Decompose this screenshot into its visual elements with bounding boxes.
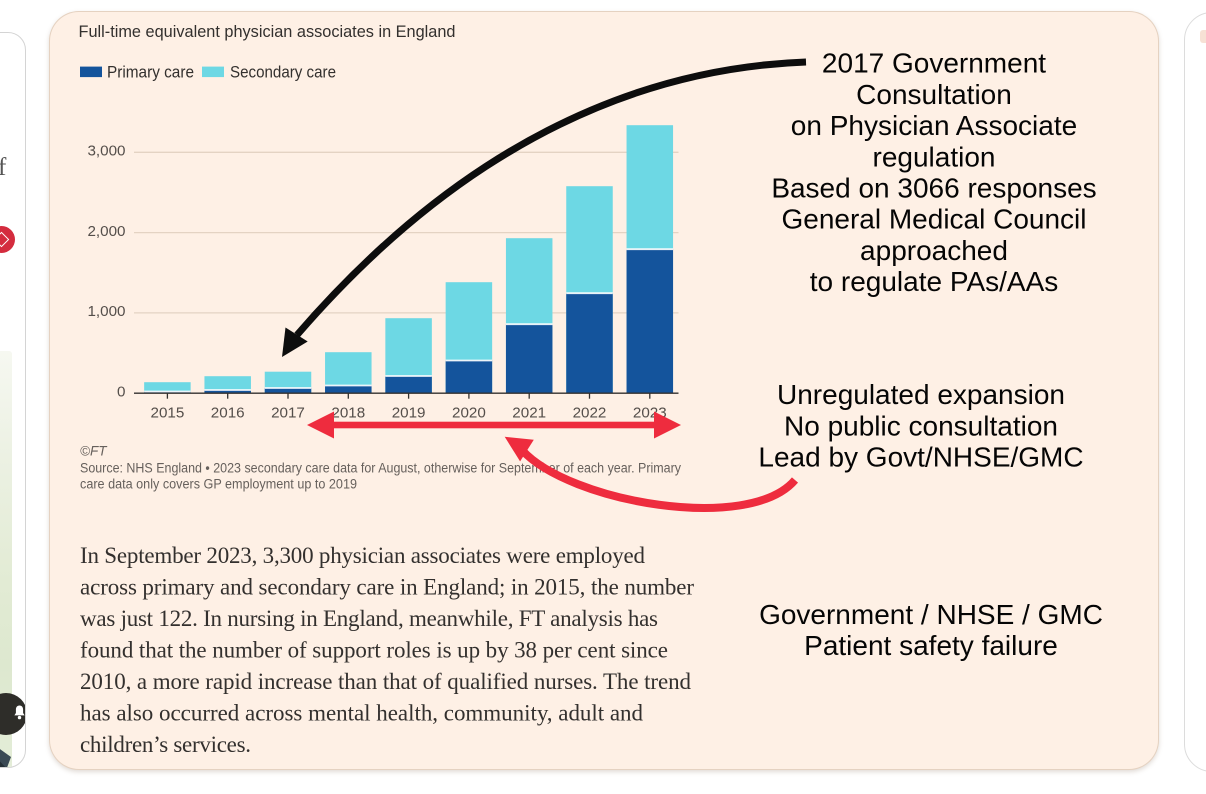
svg-text:2017: 2017 <box>271 404 305 421</box>
svg-text:2016: 2016 <box>211 404 245 421</box>
svg-text:2018: 2018 <box>331 404 365 421</box>
svg-text:found that the number of suppo: found that the number of support roles i… <box>80 638 668 663</box>
svg-text:In September 2023, 3,300 physi: In September 2023, 3,300 physician assoc… <box>80 543 646 568</box>
svg-text:Based on 3066 responses: Based on 3066 responses <box>771 173 1096 204</box>
svg-text:Unregulated expansion: Unregulated expansion <box>777 379 1065 410</box>
svg-text:Full-time equivalent physician: Full-time equivalent physician associate… <box>79 23 456 41</box>
svg-text:has also occurred across menta: has also occurred across mental health, … <box>80 701 644 726</box>
svg-text:approached: approached <box>860 235 1008 266</box>
svg-text:No public consultation: No public consultation <box>784 411 1058 442</box>
svg-text:2021: 2021 <box>512 404 546 421</box>
svg-text:©FT: ©FT <box>80 444 108 459</box>
svg-text:Government / NHSE / GMC: Government / NHSE / GMC <box>759 599 1103 630</box>
svg-text:was just 122. In nursing in En: was just 122. In nursing in England, mea… <box>80 606 658 631</box>
svg-text:2020: 2020 <box>452 404 486 421</box>
svg-text:Patient safety failure: Patient safety failure <box>804 630 1058 661</box>
svg-text:Lead by Govt/NHSE/GMC: Lead by Govt/NHSE/GMC <box>758 442 1083 473</box>
svg-text:children’s services.: children’s services. <box>80 732 251 757</box>
svg-text:Primary care: Primary care <box>107 64 194 82</box>
svg-text:2019: 2019 <box>392 404 426 421</box>
svg-text:2022: 2022 <box>573 404 607 421</box>
svg-text:2015: 2015 <box>151 404 185 421</box>
svg-text:General Medical Council: General Medical Council <box>781 204 1086 235</box>
svg-text:Secondary care: Secondary care <box>230 64 336 82</box>
svg-text:1,000: 1,000 <box>87 303 125 320</box>
svg-text:2,000: 2,000 <box>87 223 125 240</box>
svg-text:care data only covers GP emplo: care data only covers GP employment up t… <box>80 477 357 492</box>
svg-text:3,000: 3,000 <box>87 143 125 160</box>
svg-text:regulation: regulation <box>873 141 996 172</box>
svg-text:to regulate PAs/AAs: to regulate PAs/AAs <box>810 266 1059 297</box>
svg-text:on Physician Associate: on Physician Associate <box>791 110 1077 141</box>
svg-text:2017 Government: 2017 Government <box>822 48 1046 79</box>
svg-text:Source: NHS England • 2023 sec: Source: NHS England • 2023 secondary car… <box>80 461 681 476</box>
svg-text:across primary and secondary c: across primary and secondary care in Eng… <box>80 575 694 600</box>
svg-text:Consultation: Consultation <box>856 79 1012 110</box>
svg-text:2010, a more rapid increase th: 2010, a more rapid increase than that of… <box>80 669 692 694</box>
svg-text:0: 0 <box>117 384 125 401</box>
